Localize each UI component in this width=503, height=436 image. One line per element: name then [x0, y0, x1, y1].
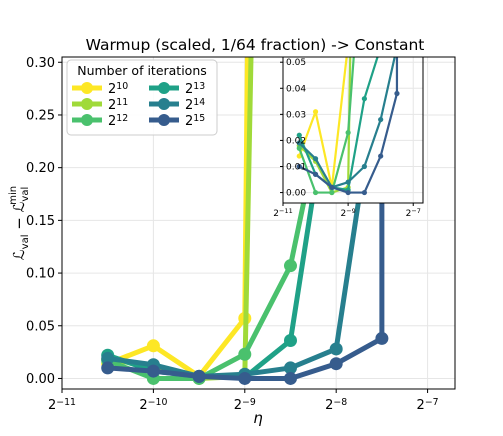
series-line: [107, 57, 385, 381]
inset-tick-label-y: 0.04: [286, 84, 306, 94]
inset-data-point: [312, 109, 319, 115]
inset-tick-label-y: 0.01: [286, 163, 306, 173]
inset-data-point: [296, 163, 302, 170]
tick-label: 2−8: [325, 397, 347, 413]
tick-label: 2−9: [340, 207, 355, 219]
inset-data-point: [296, 140, 302, 146]
tick-label-y: 0.05: [26, 319, 55, 334]
inset-data-point: [329, 189, 335, 196]
tick-label-y: 0.15: [26, 214, 55, 229]
inset-series: [296, 57, 400, 196]
data-point: [283, 334, 297, 348]
legend-entry-label: 210: [108, 81, 128, 97]
tick-label: 2−10: [139, 397, 167, 413]
legend-marker: [81, 98, 93, 110]
data-point: [329, 357, 343, 371]
main-axes-frame: [61, 56, 456, 390]
series-line: [106, 57, 337, 381]
inset-tick-label-y: 0.02: [286, 136, 306, 146]
inset-tick-label-y: 0.05: [286, 58, 306, 68]
legend-entry-label: 212: [108, 113, 128, 129]
inset-axes-frame: [282, 56, 424, 204]
inset-series-line: [298, 57, 399, 194]
legend-marker: [81, 114, 93, 126]
legend-marker: [158, 82, 170, 94]
tick-label: 2−11: [48, 397, 76, 413]
legend-entry-label: 213: [185, 81, 205, 97]
inset-tick-label-y: 0.00: [286, 189, 306, 199]
inset-data-point: [361, 189, 367, 196]
tick-label-y: 0.30: [26, 56, 55, 71]
data-point: [283, 361, 297, 375]
data-point: [192, 369, 206, 383]
inset-data-point: [345, 130, 351, 136]
legend-entry-label: 215: [185, 113, 205, 129]
inset-series-line: [298, 57, 379, 192]
tick-label: 2−11: [273, 207, 292, 219]
tick-label: 2−7: [417, 397, 439, 413]
tick-label: 2−9: [234, 397, 256, 413]
inset-data-point: [296, 145, 302, 151]
data-point: [101, 351, 115, 365]
inset-ticks: 2−11 2−9 2−7 0.00 0.01 0.02 0.03 0.04 0.05: [273, 58, 421, 219]
data-point: [375, 331, 389, 345]
inset-data-point: [361, 163, 367, 170]
data-point: [329, 342, 343, 356]
series-5: [101, 57, 389, 385]
inset-data-point: [378, 153, 384, 159]
tick-label-y: 0.25: [26, 108, 55, 123]
main-ticks: 2−11 2−10 2−9 2−8 2−7 0.00 0.05 0.10 0.15 0.20 0.2…: [26, 56, 439, 413]
inset-data-point: [378, 116, 384, 123]
inset-data-point: [312, 156, 319, 162]
inset-data-point: [312, 171, 319, 177]
tick-label-y: 0.20: [26, 161, 55, 176]
inset-series-2: [296, 57, 355, 196]
legend-marker: [158, 98, 170, 110]
tick-label-y: 0.10: [26, 267, 55, 282]
main-series: [101, 57, 389, 385]
data-point: [238, 347, 252, 361]
data-point: [238, 371, 252, 385]
legend-title: Number of iterations: [77, 63, 207, 78]
tick-label-y: 0.00: [26, 372, 55, 387]
data-point: [146, 364, 160, 378]
inset-data-point: [345, 189, 351, 196]
inset-tick-label-y: 0.03: [286, 110, 306, 120]
inset-series-line: [298, 57, 355, 194]
data-point: [101, 361, 115, 375]
inset-data-point: [345, 179, 351, 185]
legend-box: [66, 59, 218, 136]
data-point: [283, 259, 297, 273]
svg-text:ℒval − ℒvalmin: ℒval − ℒvalmin: [8, 186, 31, 260]
legend-marker: [81, 82, 93, 94]
legend-entry-label: 214: [185, 97, 205, 113]
y-axis-label: ℒval − ℒvalmin: [8, 186, 31, 260]
inset-data-point: [361, 96, 367, 102]
legend-marker: [158, 114, 170, 126]
data-point: [146, 339, 160, 353]
chart-title: Warmup (scaled, 1/64 fraction) -> Consta…: [86, 36, 425, 54]
legend-entry-label: 211: [108, 97, 128, 113]
inset-data-point: [329, 184, 335, 190]
tick-label: 2−7: [406, 207, 421, 219]
data-point: [283, 371, 297, 385]
inset-data-point: [394, 90, 400, 97]
x-axis-label: η: [253, 409, 263, 427]
inset-series-5: [296, 57, 400, 196]
inset-data-point: [312, 189, 319, 196]
inset-data-point: [296, 132, 302, 138]
